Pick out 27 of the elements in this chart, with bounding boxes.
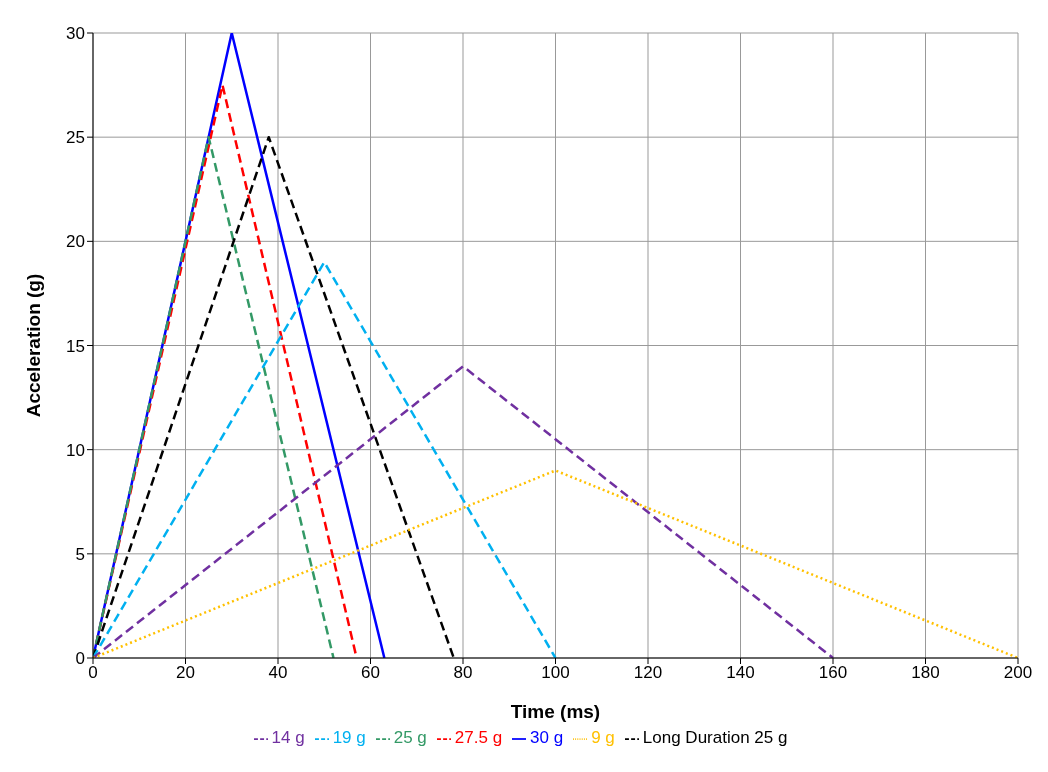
legend-label: 30 g: [530, 728, 564, 747]
legend-label: 27.5 g: [454, 728, 503, 747]
x-tick-label: 120: [633, 663, 663, 683]
y-axis-title: Acceleration (g): [22, 273, 44, 418]
x-tick-label: 140: [726, 663, 755, 683]
legend-label: 14 g: [271, 728, 305, 747]
x-axis-title: Time (ms): [510, 701, 601, 722]
x-tick-label: 160: [818, 663, 848, 683]
legend-label: 19 g: [332, 728, 366, 747]
x-tick-label: 20: [176, 663, 195, 683]
y-tick-label: 5: [75, 544, 85, 564]
legend-label: Long Duration 25 g: [642, 728, 788, 747]
x-tick-label: 200: [1003, 663, 1033, 683]
x-tick-label: 60: [361, 663, 380, 683]
y-tick-label: 0: [75, 649, 85, 669]
x-tick-label: 40: [268, 663, 288, 683]
y-tick-label: 30: [66, 24, 85, 44]
y-tick-label: 10: [66, 440, 85, 460]
legend-label: 9 g: [591, 728, 615, 747]
legend-label: 25 g: [393, 728, 427, 747]
y-tick-label: 25: [66, 128, 85, 148]
x-tick-label: 180: [911, 663, 940, 683]
y-tick-label: 20: [66, 232, 85, 252]
x-tick-label: 0: [88, 663, 98, 683]
y-tick-label: 15: [66, 336, 85, 356]
x-tick-label: 80: [453, 663, 473, 683]
x-tick-label: 100: [541, 663, 570, 683]
